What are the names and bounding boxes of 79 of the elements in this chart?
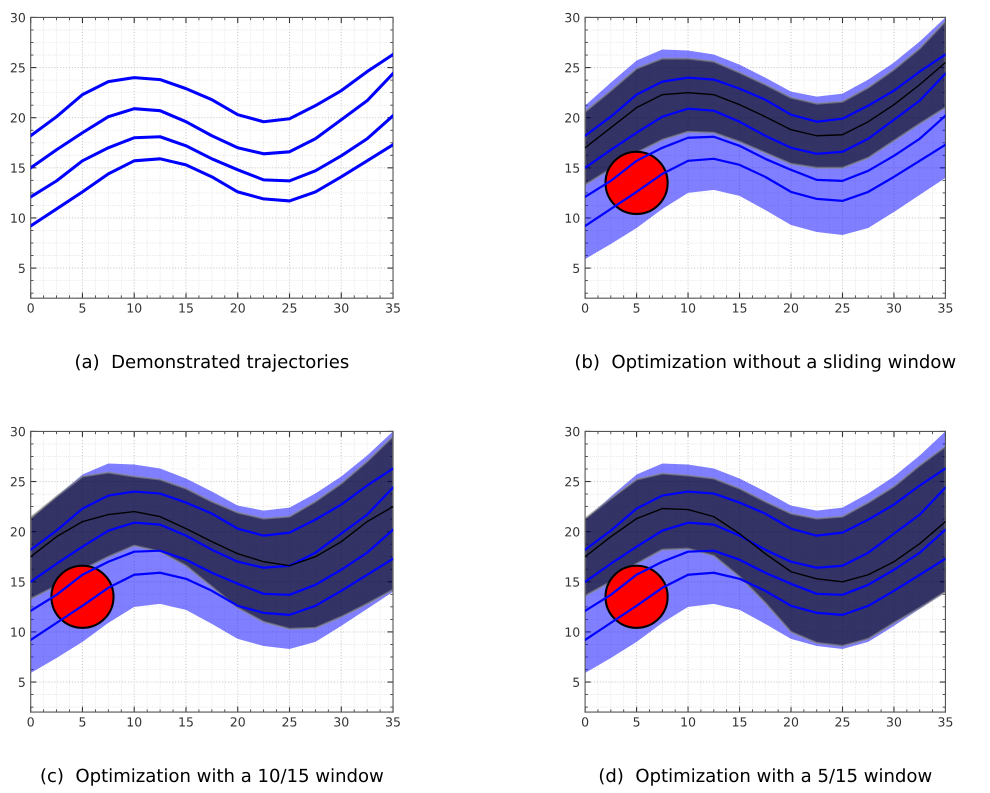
y-tick-label: 20 — [10, 527, 25, 537]
y-tick-label: 5 — [18, 264, 25, 274]
x-tick-label: 15 — [179, 303, 193, 313]
text: (b) Optimization without a sliding window — [576, 354, 956, 372]
x-tick-label: 30 — [886, 717, 902, 727]
y-tick-label: 30 — [565, 426, 580, 436]
y-tick-label: 25 — [565, 63, 580, 72]
line-series — [585, 467, 946, 551]
line-series — [585, 53, 946, 137]
y-tick-label: 10 — [11, 627, 25, 637]
y-tick-label: 5 — [573, 264, 580, 274]
line-series — [30, 528, 394, 612]
x-tick-label: 20 — [230, 303, 245, 313]
line-series — [585, 62, 946, 148]
x-tick-label: 5 — [634, 303, 640, 313]
y-tick-label: 15 — [11, 577, 25, 587]
x-tick-label: 20 — [784, 717, 798, 727]
line-series — [30, 72, 394, 170]
x-tick-label: 25 — [835, 717, 850, 727]
x-tick-label: 30 — [334, 717, 348, 727]
x-tick-label: 35 — [938, 303, 952, 313]
y-tick-label: 15 — [11, 163, 25, 173]
line-series — [30, 143, 394, 228]
text: (d) Optimization with a 5/15 window — [600, 768, 932, 786]
line-series — [585, 508, 946, 582]
y-tick-label: 30 — [10, 12, 25, 22]
x-tick-label: 5 — [79, 717, 86, 727]
x-tick-label: 10 — [681, 717, 696, 727]
y-tick-label: 20 — [565, 527, 580, 537]
line-series — [30, 114, 394, 198]
y-tick-label: 30 — [10, 426, 25, 436]
y-tick-label: 10 — [566, 213, 580, 223]
x-tick-label: 0 — [582, 717, 588, 727]
x-tick-label: 20 — [230, 717, 245, 727]
x-tick-label: 30 — [334, 303, 348, 313]
y-tick-label: 10 — [11, 213, 25, 223]
line-series — [585, 72, 946, 169]
x-tick-label: 10 — [128, 717, 142, 727]
line-series — [585, 114, 946, 198]
y-tick-label: 15 — [566, 577, 580, 587]
x-tick-label: 35 — [386, 303, 400, 313]
x-tick-label: 5 — [79, 303, 86, 313]
line-series — [30, 558, 394, 642]
y-tick-label: 5 — [573, 678, 580, 687]
text: (a) Demonstrated trajectories — [76, 354, 348, 372]
line-series — [30, 53, 394, 138]
x-tick-label: 15 — [732, 303, 746, 313]
x-tick-label: 15 — [732, 717, 746, 727]
x-tick-label: 25 — [835, 303, 850, 313]
x-tick-label: 25 — [282, 303, 296, 313]
x-tick-label: 15 — [179, 717, 193, 727]
x-tick-label: 10 — [681, 303, 696, 313]
line-series — [585, 486, 946, 583]
line-series — [585, 144, 946, 228]
line-series — [30, 486, 394, 583]
y-tick-label: 25 — [10, 476, 25, 486]
x-tick-label: 30 — [886, 303, 902, 313]
y-tick-label: 20 — [10, 113, 25, 123]
line-series — [585, 558, 946, 642]
line-series — [30, 506, 394, 566]
y-tick-label: 5 — [18, 678, 25, 687]
y-tick-label: 25 — [565, 476, 580, 486]
x-tick-label: 5 — [634, 717, 640, 727]
x-tick-label: 25 — [282, 717, 296, 727]
x-tick-label: 35 — [938, 717, 952, 727]
y-tick-label: 30 — [565, 12, 580, 22]
y-tick-label: 20 — [565, 113, 580, 123]
y-tick-label: 15 — [566, 163, 580, 173]
text: (c) Optimization with a 10/15 window — [41, 768, 384, 786]
line-series — [585, 528, 946, 612]
y-tick-label: 25 — [10, 63, 25, 72]
x-tick-label: 35 — [386, 717, 400, 727]
y-tick-label: 10 — [566, 627, 580, 637]
x-tick-label: 0 — [28, 303, 34, 313]
line-series — [30, 467, 394, 551]
x-tick-label: 10 — [128, 303, 142, 313]
x-tick-label: 20 — [784, 303, 798, 313]
x-tick-label: 0 — [582, 303, 588, 313]
x-tick-label: 0 — [28, 717, 34, 727]
